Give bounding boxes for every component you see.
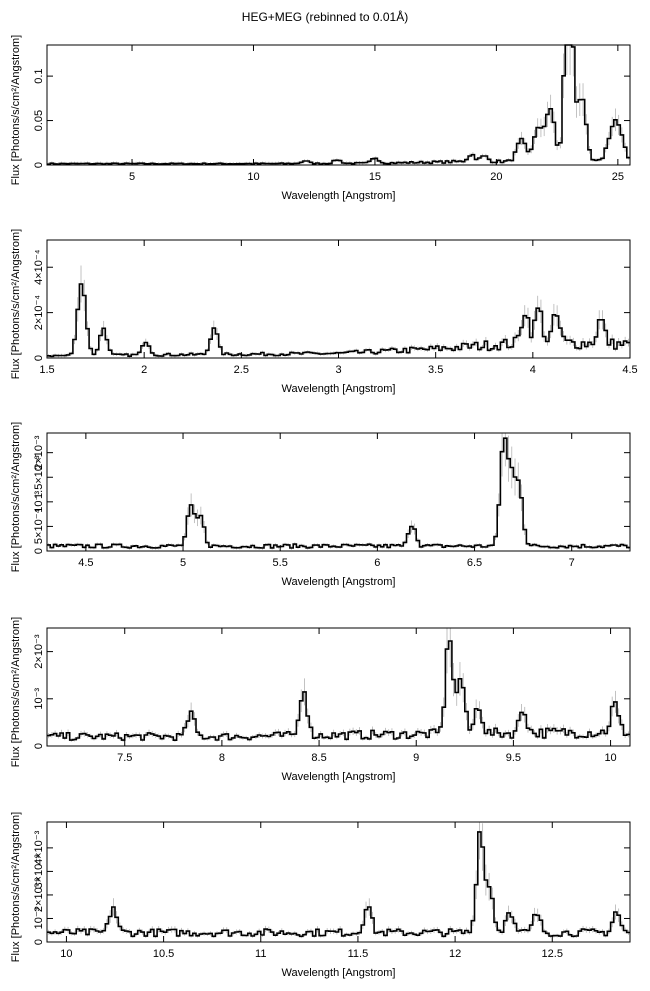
x-tick-label: 9.5 [506, 752, 521, 764]
x-tick-label: 12.5 [542, 948, 563, 960]
y-tick-label: 3×10⁻³ [33, 854, 45, 889]
x-tick-label: 7.5 [117, 752, 132, 764]
plot-frame [46, 627, 631, 747]
y-axis-label: Flux [Photons/s/cm²/Angstrom] [10, 35, 22, 185]
x-axis-label: Wavelength [Angstrom] [282, 190, 396, 202]
x-axis-label: Wavelength [Angstrom] [282, 383, 396, 395]
x-tick-label: 15 [369, 171, 381, 183]
spectrum-line [47, 44, 630, 165]
chart-panel-4: 7.5 8 8.5 9 9.5 10 0 10⁻³ 2×10⁻³ Wavelength [Angs… [10, 617, 631, 783]
x-tick-label: 4.5 [622, 364, 637, 376]
y-tick-label: 0 [33, 939, 45, 945]
plot-frame [46, 239, 631, 359]
x-tick-label: 3.5 [428, 364, 443, 376]
x-tick-label: 10.5 [153, 948, 174, 960]
y-tick-label: 0 [33, 548, 45, 554]
spectrum-line [47, 640, 630, 741]
y-tick-label: 10⁻³ [33, 688, 45, 710]
y-axis-label: Flux [Photons/s/cm²/Angstrom] [10, 422, 22, 572]
x-tick-label: 10 [60, 948, 72, 960]
x-tick-label: 12 [449, 948, 461, 960]
y-tick-label: 2×10⁻³ [33, 634, 45, 669]
y-tick-label: 5×10⁻⁴ [33, 508, 45, 544]
x-tick-label: 5 [129, 171, 135, 183]
y-tick-label: 2×10⁻³ [33, 877, 45, 912]
plot-frame [46, 821, 631, 943]
x-tick-label: 5 [180, 557, 186, 569]
error-bars [48, 433, 629, 550]
x-tick-label: 5.5 [273, 557, 288, 569]
x-tick-label: 6.5 [467, 557, 482, 569]
x-tick-label: 2.5 [234, 364, 249, 376]
x-tick-label: 9 [413, 752, 419, 764]
y-tick-label: 4×10⁻³ [33, 830, 45, 865]
figure-title: HEG+MEG (rebinned to 0.01Å) [241, 10, 409, 24]
chart-panel-1: 5 10 15 20 25 0 0.05 0.1 Wavelength [Angstrom] Fl… [10, 35, 631, 202]
y-tick-label: 0.1 [33, 68, 45, 83]
y-tick-label: 0 [33, 743, 45, 749]
y-axis-label: Flux [Photons/s/cm²/Angstrom] [10, 812, 22, 962]
chart-panel-2: 1.5 2 2.5 3 3.5 4 4.5 0 2×10⁻⁴ 4×10⁻⁴ Wavelength [… [10, 229, 638, 395]
y-tick-label: 4×10⁻⁴ [33, 249, 45, 285]
spectrum-line [47, 437, 630, 549]
error-bars [48, 45, 629, 165]
x-tick-label: 8.5 [311, 752, 326, 764]
y-tick-label: 2×10⁻⁴ [33, 295, 45, 331]
spectrum-line [47, 831, 630, 938]
chart-panel-3: 4.5 5 5.5 6 6.5 7 0 5×10⁻⁴10⁻³1.5×10⁻³2×10⁻³ Wav… [10, 422, 631, 588]
y-tick-label: 1.5×10⁻³ [33, 455, 45, 499]
x-tick-label: 10 [604, 752, 616, 764]
x-tick-label: 11.5 [348, 948, 369, 960]
x-tick-label: 25 [612, 171, 624, 183]
x-tick-label: 6 [374, 557, 380, 569]
x-tick-label: 20 [490, 171, 502, 183]
x-tick-label: 2 [141, 364, 147, 376]
x-tick-label: 7 [569, 557, 575, 569]
y-tick-label: 2×10⁻³ [33, 435, 45, 470]
y-axis-label: Flux [Photons/s/cm²/Angstrom] [10, 617, 22, 767]
x-tick-label: 3 [335, 364, 341, 376]
x-axis-label: Wavelength [Angstrom] [282, 576, 396, 588]
y-tick-label: 10⁻³ [33, 907, 45, 929]
plot-frame [46, 44, 631, 166]
x-tick-label: 10 [247, 171, 259, 183]
error-bars [48, 628, 629, 742]
y-axis-label: Flux [Photons/s/cm²/Angstrom] [10, 229, 22, 379]
y-tick-label: 0 [33, 355, 45, 361]
x-axis-label: Wavelength [Angstrom] [282, 771, 396, 783]
x-tick-label: 1.5 [39, 364, 54, 376]
chart-panel-5: 10 10.5 11 11.5 12 12.5 0 10⁻³2×10⁻³3×10⁻³4×10⁻… [10, 812, 631, 979]
plot-frame [46, 432, 631, 552]
x-tick-label: 8 [219, 752, 225, 764]
y-tick-label: 0.05 [33, 110, 45, 131]
spectrum-line [47, 283, 630, 358]
x-axis-label: Wavelength [Angstrom] [282, 967, 396, 979]
x-tick-label: 11 [255, 948, 266, 960]
x-tick-label: 4.5 [78, 557, 93, 569]
y-tick-label: 0 [33, 162, 45, 168]
y-tick-label: 10⁻³ [33, 491, 45, 513]
x-tick-label: 4 [530, 364, 536, 376]
